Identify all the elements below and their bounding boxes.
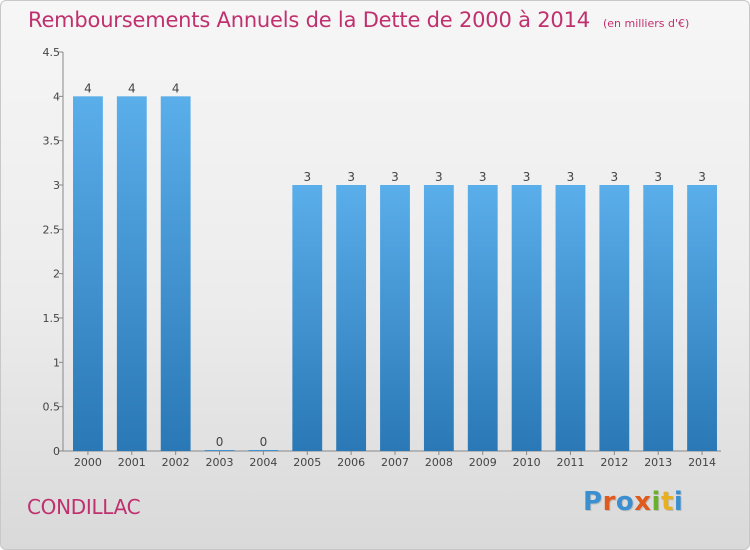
x-tick-label-2011: 2011 [556, 456, 584, 469]
bar-2014[interactable] [687, 185, 717, 451]
data-label-2000: 4 [84, 81, 92, 95]
x-tick-label-2004: 2004 [249, 456, 277, 469]
x-tick-label-2010: 2010 [513, 456, 541, 469]
data-label-2004: 0 [260, 435, 268, 449]
x-tick-label-2002: 2002 [162, 456, 190, 469]
y-tick-label: 4 [53, 90, 60, 103]
data-label-2013: 3 [654, 170, 662, 184]
data-label-2012: 3 [611, 170, 619, 184]
x-tick-label-2006: 2006 [337, 456, 365, 469]
x-tick-label-2008: 2008 [425, 456, 453, 469]
logo-letter: t [660, 487, 674, 517]
bar-2002[interactable] [160, 96, 191, 451]
bar-2013[interactable] [643, 185, 674, 451]
x-tick-label-2000: 2000 [74, 456, 102, 469]
y-tick-label: 1.5 [43, 312, 61, 325]
data-label-2009: 3 [479, 170, 487, 184]
x-tick-label-2001: 2001 [118, 456, 146, 469]
bar-2003[interactable] [204, 450, 235, 451]
data-labels: 4 4 4 0 0 3 3 3 3 3 3 3 3 3 3 [84, 81, 706, 449]
chart-subtitle: (en milliers d'€) [603, 17, 690, 30]
bars [73, 96, 717, 451]
logo-letter: i [673, 487, 684, 517]
data-label-2010: 3 [523, 170, 531, 184]
bar-2001[interactable] [116, 96, 147, 451]
bar-2010[interactable] [511, 185, 542, 451]
x-tick-label-2005: 2005 [293, 456, 321, 469]
y-tick-label: 1 [53, 356, 60, 369]
x-tick-label-2009: 2009 [469, 456, 497, 469]
y-tick-label: 4.5 [43, 46, 61, 59]
x-tick-label-2013: 2013 [644, 456, 672, 469]
y-tick-label: 2 [53, 268, 60, 281]
x-tick-label-2003: 2003 [206, 456, 234, 469]
data-label-2008: 3 [435, 170, 443, 184]
data-label-2006: 3 [347, 170, 355, 184]
bar-2008[interactable] [423, 185, 454, 451]
bar-2006[interactable] [336, 185, 367, 451]
title-row: Remboursements Annuels de la Dette de 20… [28, 8, 689, 32]
y-tick-label: 2.5 [43, 223, 61, 236]
logo-letter: r [602, 487, 616, 517]
axes: 0 0.5 1 1.5 2 2.5 3 3.5 4 4.5 2000 2001 2002 2003 2004… [43, 46, 721, 469]
bar-2012[interactable] [599, 185, 630, 451]
data-label-2005: 3 [303, 170, 311, 184]
logo-letter: P [583, 487, 603, 517]
data-label-2001: 4 [128, 81, 136, 95]
y-tick-label: 0.5 [43, 401, 61, 414]
bar-2011[interactable] [555, 185, 586, 451]
y-tick-label: 0 [53, 445, 60, 458]
bar-2005[interactable] [292, 185, 323, 451]
data-label-2003: 0 [216, 435, 224, 449]
logo-letter: x [634, 487, 652, 517]
logo-letter: i [651, 487, 661, 517]
x-tick-label-2012: 2012 [600, 456, 628, 469]
data-label-2002: 4 [172, 81, 180, 95]
data-label-2007: 3 [391, 170, 399, 184]
bar-2007[interactable] [380, 185, 410, 451]
bar-2000[interactable] [73, 96, 103, 451]
proxiti-logo[interactable]: Proxiti [583, 487, 683, 517]
logo-letter: o [615, 487, 635, 517]
bar-2004[interactable] [248, 450, 279, 451]
chart-title: Remboursements Annuels de la Dette de 20… [28, 8, 590, 32]
x-tick-label-2014: 2014 [688, 456, 716, 469]
commune-name: CONDILLAC [27, 495, 141, 519]
data-label-2014: 3 [698, 170, 706, 184]
y-tick-label: 3.5 [43, 135, 61, 148]
bar-2009[interactable] [467, 185, 498, 451]
x-tick-label-2007: 2007 [381, 456, 409, 469]
data-label-2011: 3 [567, 170, 575, 184]
y-tick-label: 3 [53, 179, 60, 192]
